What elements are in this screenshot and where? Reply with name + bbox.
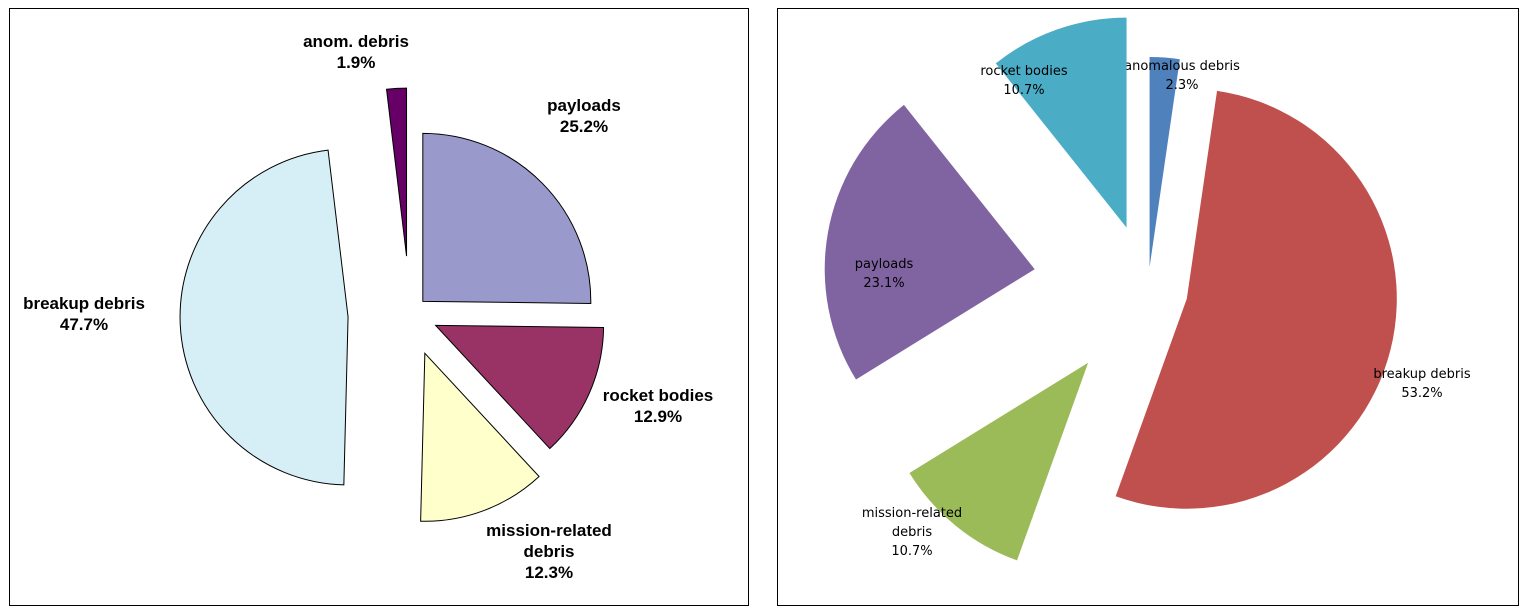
right-pie-panel: anomalous debris 2.3% breakup debris 53.2% m… <box>777 8 1519 606</box>
left-slice-payloads <box>422 132 592 304</box>
right-slice-mission-related-debris-label: mission-related debris 10.7% <box>862 506 962 559</box>
right-slice-breakup-debris <box>1115 90 1397 509</box>
left-slice-rocket-bodies <box>434 324 605 450</box>
right-slice-payloads-label: payloads 23.1% <box>855 257 914 291</box>
right-slice-mission-related-debris <box>909 362 1089 561</box>
left-slice-payloads-label: payloads 25.2% <box>547 96 621 136</box>
right-slice-rocket-bodies-label: rocket bodies 10.7% <box>980 64 1068 98</box>
left-slice-rocket-bodies-label: rocket bodies 12.9% <box>603 386 714 426</box>
right-pie-chart: anomalous debris 2.3% breakup debris 53.2% m… <box>824 17 1471 561</box>
left-slice-breakup-debris-label: breakup debris 47.7% <box>23 294 145 334</box>
right-slice-anomalous-debris <box>1149 57 1180 268</box>
left-slice-breakup-debris <box>179 149 349 486</box>
right-slice-anomalous-debris-label: anomalous debris 2.3% <box>1124 59 1240 93</box>
left-slice-anom-debris-label: anom. debris 1.9% <box>303 32 409 72</box>
left-pie-panel: payloads 25.2% rocket bodies 12.9% mission-r… <box>9 8 749 606</box>
left-pie-chart: payloads 25.2% rocket bodies 12.9% mission-r… <box>23 32 714 582</box>
left-slice-mission-related-debris <box>420 352 540 522</box>
left-slice-mission-related-debris-label: mission-related debris 12.3% <box>486 521 612 582</box>
right-slice-rocket-bodies <box>995 17 1127 228</box>
right-slice-payloads <box>824 104 1035 380</box>
right-slice-breakup-debris-label: breakup debris 53.2% <box>1373 367 1470 401</box>
left-slice-anom-debris <box>385 87 408 257</box>
